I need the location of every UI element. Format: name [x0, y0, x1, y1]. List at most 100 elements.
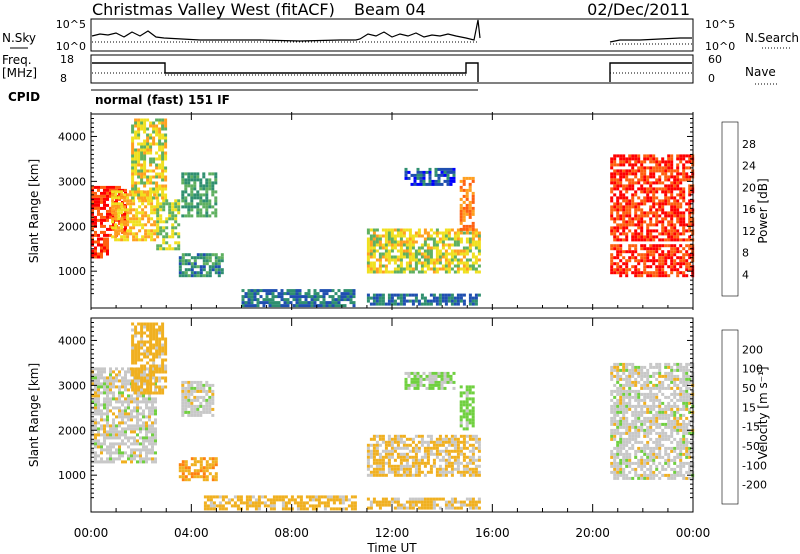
range-cell — [144, 238, 148, 242]
range-cell — [446, 179, 450, 183]
range-cell — [419, 380, 423, 384]
range-cell — [414, 449, 418, 453]
range-cell — [153, 205, 157, 209]
range-cell — [205, 193, 209, 197]
range-cell — [625, 196, 629, 200]
range-cell — [190, 205, 194, 209]
range-cell — [652, 271, 656, 275]
range-cell — [208, 187, 212, 191]
range-cell — [211, 401, 215, 405]
range-cell — [151, 460, 154, 464]
range-cell — [310, 301, 314, 305]
range-cell — [137, 154, 141, 158]
range-cell — [112, 451, 115, 455]
range-cell — [211, 187, 215, 191]
range-cell — [134, 184, 138, 188]
range-cell — [649, 154, 653, 158]
range-cell — [137, 175, 141, 179]
range-cell — [688, 244, 692, 248]
range-cell — [468, 497, 472, 501]
range-cell — [441, 299, 445, 303]
range-cell — [474, 467, 478, 471]
range-cell — [631, 434, 635, 438]
range-cell — [658, 374, 662, 378]
range-cell — [142, 394, 145, 398]
range-cell — [287, 498, 291, 502]
range-cell — [465, 440, 469, 444]
range-cell — [396, 440, 400, 444]
range-cell — [146, 379, 150, 383]
range-cell — [622, 413, 626, 417]
range-cell — [625, 395, 629, 399]
range-cell — [208, 253, 212, 257]
range-cell — [670, 220, 674, 224]
range-cell — [413, 386, 417, 390]
range-cell — [121, 212, 124, 216]
range-cell — [682, 199, 686, 203]
range-cell — [450, 473, 454, 477]
range-cell — [474, 243, 478, 247]
range-cell — [396, 455, 400, 459]
range-cell — [667, 163, 671, 167]
range-cell — [127, 367, 130, 371]
range-cell — [390, 497, 394, 501]
range-cell — [164, 364, 168, 368]
range-cell — [109, 367, 112, 371]
range-cell — [673, 235, 677, 239]
range-cell — [661, 181, 665, 185]
range-cell — [103, 448, 106, 452]
range-cell — [181, 274, 185, 278]
range-cell — [444, 261, 448, 265]
range-cell — [462, 473, 466, 477]
range-cell — [610, 211, 614, 215]
range-cell — [462, 293, 466, 297]
range-cell — [181, 401, 185, 405]
range-cell — [196, 380, 200, 384]
range-cell — [112, 436, 115, 440]
range-cell — [193, 398, 197, 402]
range-cell — [446, 371, 450, 375]
range-cell — [143, 160, 147, 164]
range-cell — [456, 467, 460, 471]
range-cell — [130, 430, 133, 434]
range-cell — [474, 440, 478, 444]
range-cell — [118, 412, 121, 416]
range-cell — [414, 252, 418, 256]
range-cell — [411, 237, 415, 241]
range-cell — [211, 265, 215, 269]
range-cell — [477, 443, 481, 447]
range-cell — [437, 374, 441, 378]
range-cell — [208, 404, 212, 408]
range-cell — [676, 229, 680, 233]
range-cell — [456, 252, 460, 256]
range-cell — [667, 223, 671, 227]
range-cell — [372, 443, 376, 447]
range-cell — [140, 385, 144, 389]
range-cell — [673, 250, 677, 254]
range-cell — [440, 386, 444, 390]
range-cell — [140, 325, 144, 329]
range-cell — [177, 205, 181, 209]
range-cell — [381, 296, 385, 300]
range-cell — [121, 376, 124, 380]
range-cell — [142, 373, 145, 377]
range-cell — [426, 434, 430, 438]
range-cell — [685, 178, 689, 182]
range-cell — [253, 289, 257, 293]
range-cell — [688, 166, 692, 170]
range-cell — [429, 503, 433, 507]
range-cell — [208, 271, 212, 275]
range-cell — [205, 256, 209, 260]
range-cell — [177, 202, 181, 206]
range-cell — [94, 252, 97, 256]
range-cell — [664, 217, 668, 221]
range-cell — [640, 413, 644, 417]
range-cell — [465, 403, 469, 407]
range-cell — [679, 187, 683, 191]
range-cell — [613, 428, 617, 432]
range-cell — [103, 197, 106, 201]
range-cell — [444, 296, 448, 300]
range-cell — [408, 503, 412, 507]
range-cell — [121, 442, 124, 446]
range-cell — [646, 271, 650, 275]
